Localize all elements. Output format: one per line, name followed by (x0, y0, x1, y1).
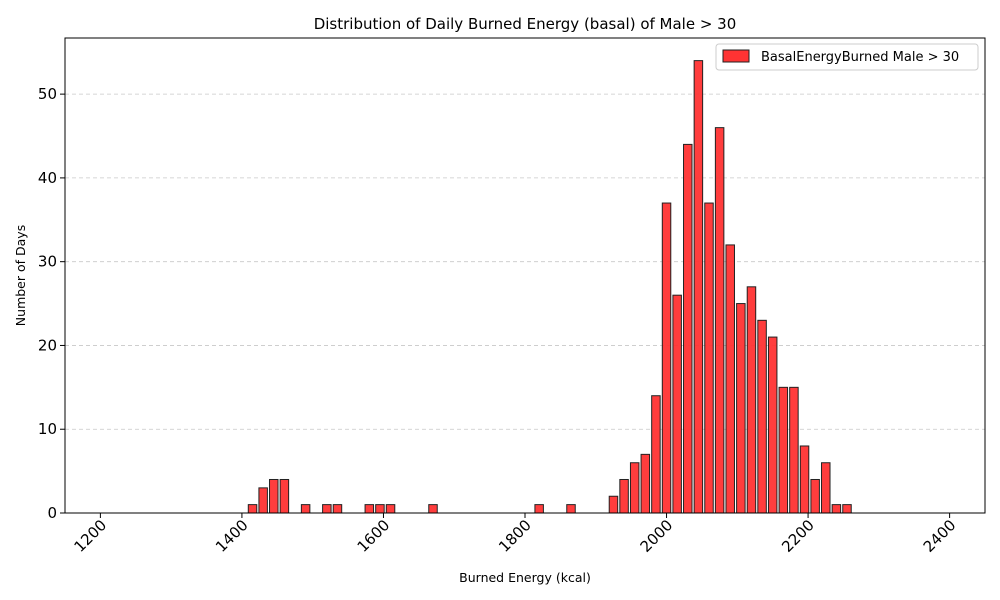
x-axis-label: Burned Energy (kcal) (459, 570, 591, 585)
bar (258, 487, 268, 514)
bar (385, 504, 396, 514)
y-tick-label: 0 (47, 504, 57, 522)
bar (375, 504, 385, 514)
bar (364, 504, 375, 514)
bar (842, 504, 852, 514)
legend-swatch (722, 49, 750, 63)
grid-lines (65, 93, 985, 430)
y-axis: 0 10 20 30 40 50 (38, 85, 65, 522)
bar (831, 504, 842, 514)
bar (661, 202, 672, 514)
y-axis-label: Number of Days (13, 225, 28, 326)
bar (693, 60, 704, 514)
bar (821, 462, 831, 514)
y-tick-label: 40 (38, 169, 57, 187)
bar (778, 386, 789, 514)
bar (300, 504, 311, 514)
bar (428, 504, 438, 514)
bar (279, 478, 290, 514)
bar (247, 504, 258, 514)
legend-label: BasalEnergyBurned Male > 30 (761, 50, 959, 65)
bar (799, 445, 810, 514)
bar (629, 462, 640, 514)
bar (789, 386, 799, 514)
bar (746, 286, 757, 514)
bar (725, 244, 735, 514)
bar (566, 504, 576, 514)
bar (534, 504, 544, 514)
bar (651, 395, 661, 514)
bar (608, 495, 619, 514)
bar (683, 143, 693, 514)
y-tick-label: 30 (38, 253, 57, 271)
bar (704, 202, 714, 514)
bar (332, 504, 343, 514)
bar (767, 336, 778, 514)
y-tick-label: 10 (38, 420, 57, 438)
bar (619, 478, 629, 514)
bar (672, 294, 682, 514)
bar (810, 478, 820, 514)
bars (247, 60, 852, 514)
bar (757, 319, 767, 514)
bar (640, 453, 651, 514)
bar (714, 127, 725, 514)
legend-box (715, 43, 979, 71)
y-tick-label: 20 (38, 336, 57, 354)
bar (269, 478, 279, 514)
legend: BasalEnergyBurned Male > 30 (715, 43, 979, 71)
y-tick-label: 50 (38, 85, 57, 103)
chart-title: Distribution of Daily Burned Energy (bas… (314, 15, 737, 33)
bar (322, 504, 332, 514)
bar (736, 303, 746, 514)
